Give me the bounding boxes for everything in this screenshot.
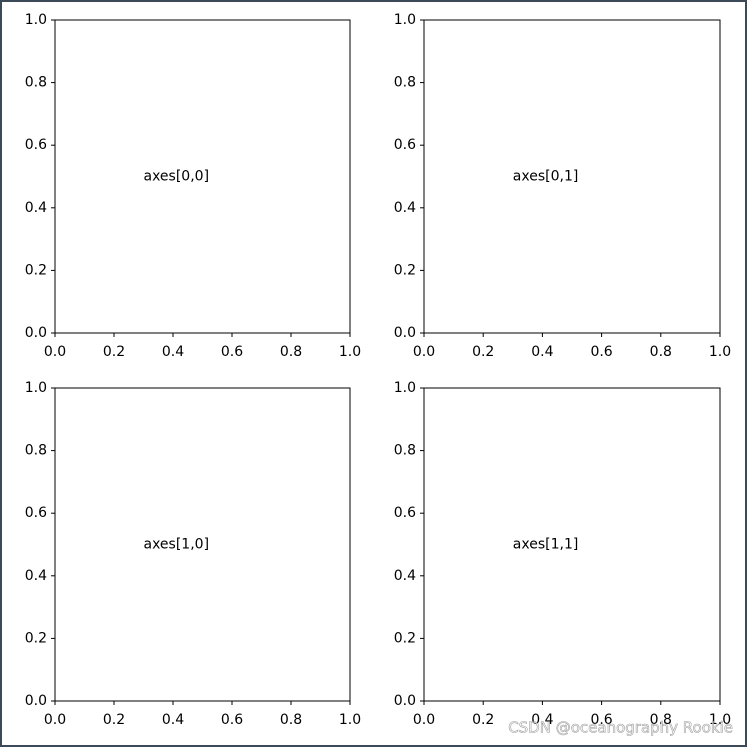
x-tick-label: 0.4	[531, 712, 553, 728]
x-tick-label: 0.6	[590, 344, 612, 360]
x-tick-label: 0.0	[413, 712, 435, 728]
y-tick-label: 0.2	[25, 630, 47, 646]
y-tick-label: 0.8	[25, 75, 47, 91]
y-tick-label: 0.2	[394, 630, 416, 646]
x-tick-label: 0.6	[221, 344, 243, 360]
x-tick-label: 1.0	[709, 344, 731, 360]
x-tick-label: 0.2	[103, 712, 125, 728]
y-tick-label: 0.0	[25, 325, 47, 341]
watermark: CSDN @oceanography Rookie	[508, 719, 733, 737]
x-tick-label: 0.8	[280, 344, 302, 360]
annotation: axes[0,0]	[144, 169, 210, 185]
x-tick-label: 0.4	[162, 344, 184, 360]
axes-frame	[423, 19, 721, 334]
y-tick-label: 0.4	[25, 200, 47, 216]
plots: 0.0 0.2 0.4 0.6 0.8 1.0 0.0 0.2 0.4 0.6 0.8 1.0 axes…	[25, 12, 731, 728]
x-tick-label: 0.2	[472, 712, 494, 728]
x-tick-label: 0.2	[472, 344, 494, 360]
axes-frame	[54, 19, 351, 334]
x-tick-label: 1.0	[339, 712, 361, 728]
annotation: axes[1,1]	[513, 537, 579, 553]
y-tick-label: 0.0	[394, 325, 416, 341]
x-tick-label: 0.6	[221, 712, 243, 728]
y-tick-label: 1.0	[394, 12, 416, 28]
x-tick-label: 0.0	[44, 344, 66, 360]
x-tick-label: 0.0	[44, 712, 66, 728]
annotation: axes[1,0]	[144, 537, 210, 553]
y-tick-label: 0.2	[25, 262, 47, 278]
y-tick-label: 1.0	[25, 12, 47, 28]
x-tick-label: 1.0	[709, 712, 731, 728]
y-tick-label: 0.8	[394, 75, 416, 91]
x-tick-label: 0.8	[280, 712, 302, 728]
y-tick-label: 0.8	[25, 443, 47, 459]
x-tick-label: 0.0	[413, 344, 435, 360]
x-tick-label: 0.4	[531, 344, 553, 360]
y-tick-label: 0.6	[25, 137, 47, 153]
y-tick-label: 1.0	[25, 380, 47, 396]
axes-frame	[423, 387, 721, 702]
y-tick-label: 0.0	[25, 693, 47, 709]
y-tick-label: 0.6	[394, 505, 416, 521]
y-tick-label: 0.4	[394, 200, 416, 216]
y-tick-label: 0.6	[394, 137, 416, 153]
y-tick-label: 1.0	[394, 380, 416, 396]
x-tick-label: 0.8	[650, 712, 672, 728]
y-tick-label: 0.8	[394, 443, 416, 459]
annotation: axes[0,1]	[513, 169, 579, 185]
y-tick-label: 0.6	[25, 505, 47, 521]
x-tick-label: 0.8	[650, 344, 672, 360]
y-tick-label: 0.4	[394, 568, 416, 584]
y-tick-label: 0.2	[394, 262, 416, 278]
y-tick-label: 0.4	[25, 568, 47, 584]
y-tick-label: 0.0	[394, 693, 416, 709]
x-tick-label: 0.4	[162, 712, 184, 728]
x-tick-label: 1.0	[339, 344, 361, 360]
x-tick-label: 0.6	[590, 712, 612, 728]
x-tick-label: 0.2	[103, 344, 125, 360]
axes-frame	[54, 387, 351, 702]
